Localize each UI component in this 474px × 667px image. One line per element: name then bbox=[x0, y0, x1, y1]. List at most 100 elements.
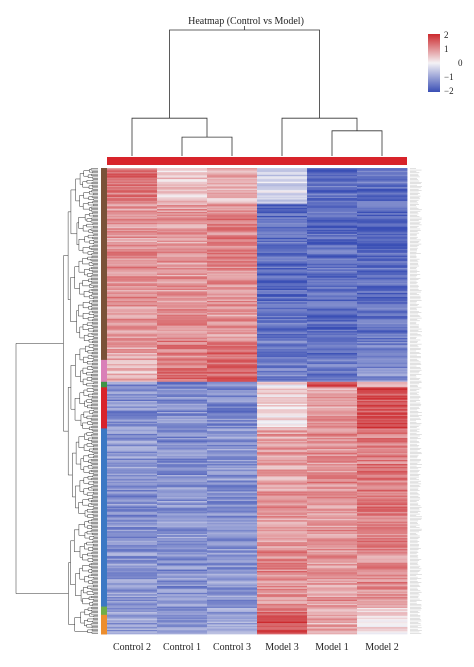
dendrogram-branch bbox=[90, 461, 98, 464]
heatmap-cell bbox=[157, 498, 208, 501]
heatmap-cell bbox=[207, 543, 258, 546]
heatmap-cell bbox=[257, 335, 308, 337]
heatmap-cell bbox=[157, 316, 208, 318]
dendrogram-branch bbox=[91, 365, 98, 368]
heatmap-cell bbox=[307, 503, 358, 506]
dendrogram-branch bbox=[91, 269, 98, 272]
heatmap-cell bbox=[107, 314, 158, 317]
heatmap-cell bbox=[207, 462, 258, 465]
heatmap-cell bbox=[307, 328, 358, 331]
heatmap-cell bbox=[107, 326, 158, 329]
heatmap-cell bbox=[157, 518, 208, 521]
heatmap-cell bbox=[157, 551, 208, 554]
heatmap-cell bbox=[107, 296, 158, 299]
heatmap-cell bbox=[207, 409, 258, 411]
dendrogram-branch bbox=[91, 289, 98, 291]
dendrogram-branch bbox=[93, 491, 98, 494]
heatmap-cell bbox=[107, 402, 158, 405]
dendrogram-branch bbox=[92, 601, 98, 604]
heatmap-cell bbox=[207, 468, 258, 470]
heatmap-cell bbox=[257, 513, 308, 516]
heatmap-cell bbox=[207, 616, 258, 618]
heatmap-cell bbox=[257, 425, 308, 428]
heatmap-cell bbox=[157, 614, 208, 617]
heatmap-cell bbox=[157, 392, 208, 395]
heatmap-cell bbox=[107, 417, 158, 420]
heatmap-cell bbox=[257, 272, 308, 274]
heatmap-cell bbox=[257, 368, 308, 370]
heatmap-cell bbox=[107, 594, 158, 596]
heatmap-cell bbox=[307, 303, 358, 306]
heatmap-cell bbox=[357, 527, 408, 529]
heatmap-cell bbox=[157, 196, 208, 199]
heatmap-cell bbox=[307, 599, 358, 602]
heatmap-cell bbox=[307, 480, 358, 483]
heatmap-cell bbox=[107, 232, 158, 235]
heatmap-cell bbox=[257, 326, 308, 329]
heatmap-cell bbox=[357, 232, 408, 235]
dendrogram-branch bbox=[91, 209, 98, 212]
heatmap-cell bbox=[207, 624, 258, 627]
heatmap-cell bbox=[107, 627, 158, 629]
heatmap-cell bbox=[157, 598, 208, 601]
heatmap-cell bbox=[257, 501, 308, 503]
heatmap-cell bbox=[257, 257, 308, 259]
dendrogram-branch bbox=[89, 240, 94, 244]
heatmap-cell bbox=[357, 529, 408, 532]
dendrogram-branch bbox=[82, 323, 89, 330]
heatmap-cell bbox=[207, 346, 258, 348]
heatmap-cell bbox=[357, 251, 408, 254]
dendrogram-branch bbox=[93, 617, 98, 620]
dendrogram-branch bbox=[92, 393, 98, 396]
heatmap-cell bbox=[357, 543, 408, 546]
heatmap-cell bbox=[157, 291, 208, 294]
heatmap-cell bbox=[257, 168, 308, 170]
heatmap-cell bbox=[357, 618, 408, 621]
dendrogram-branch bbox=[93, 615, 98, 618]
heatmap-cell bbox=[107, 372, 158, 374]
heatmap-cell bbox=[357, 629, 408, 632]
heatmap-cell bbox=[307, 575, 358, 577]
heatmap-cell bbox=[307, 469, 358, 472]
heatmap-cell bbox=[207, 289, 258, 292]
heatmap-cell bbox=[157, 333, 208, 336]
heatmap-cell bbox=[107, 180, 158, 183]
heatmap-cell bbox=[207, 194, 258, 196]
heatmap-cell bbox=[307, 247, 358, 250]
heatmap-cell bbox=[157, 313, 208, 316]
heatmap-cell bbox=[107, 258, 158, 261]
heatmap-cell bbox=[157, 332, 208, 335]
dendrogram-branch bbox=[91, 291, 98, 294]
heatmap-cell bbox=[157, 464, 208, 466]
heatmap-cell bbox=[207, 550, 258, 553]
heatmap-cell bbox=[257, 461, 308, 464]
dendrogram-branch bbox=[92, 357, 98, 360]
heatmap-cell bbox=[107, 522, 158, 525]
heatmap-cell bbox=[257, 184, 308, 187]
heatmap-cell bbox=[107, 211, 158, 214]
heatmap-cell bbox=[357, 302, 408, 305]
heatmap-cell bbox=[207, 243, 258, 246]
heatmap-cell bbox=[357, 438, 408, 440]
heatmap-cell bbox=[357, 365, 408, 368]
heatmap-cell bbox=[107, 457, 158, 459]
heatmap-cell bbox=[257, 240, 308, 243]
heatmap-cell bbox=[157, 420, 208, 422]
heatmap-cell bbox=[307, 198, 358, 200]
heatmap-cell bbox=[357, 310, 408, 313]
heatmap-cell bbox=[207, 487, 258, 490]
heatmap-cell bbox=[157, 169, 208, 172]
heatmap-cell bbox=[107, 540, 158, 543]
dendrogram-branch bbox=[83, 411, 90, 418]
heatmap-cell bbox=[257, 255, 308, 258]
heatmap-cell bbox=[157, 618, 208, 621]
dendrogram-branch bbox=[93, 593, 98, 596]
heatmap-cell bbox=[307, 403, 358, 406]
heatmap-cell bbox=[207, 361, 258, 363]
heatmap-cell bbox=[257, 594, 308, 596]
heatmap-cell bbox=[207, 398, 258, 400]
dendrogram-branch bbox=[80, 589, 84, 602]
heatmap-cell bbox=[157, 261, 208, 263]
heatmap-cell bbox=[357, 169, 408, 172]
heatmap-cell bbox=[157, 380, 208, 383]
